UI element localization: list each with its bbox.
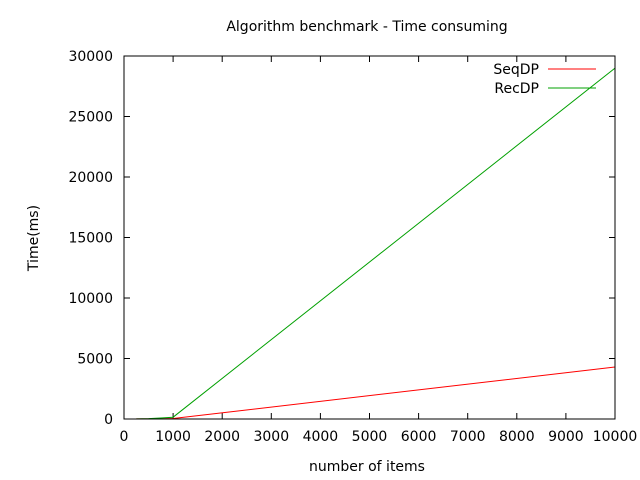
y-tick-label: 5000 (77, 352, 113, 368)
x-tick-label: 10000 (593, 429, 638, 445)
x-tick-label: 8000 (499, 429, 535, 445)
y-tick-label: 20000 (68, 170, 113, 186)
series-line-recdp (136, 67, 616, 420)
legend-label: SeqDP (493, 62, 539, 78)
x-axis: 0 1000 2000 3000 4000 5000 6000 7000 8000 9000 100… (120, 56, 638, 445)
x-tick-label: 1000 (155, 429, 191, 445)
plot-frame (123, 55, 616, 420)
y-tick-label: 25000 (68, 110, 113, 126)
x-tick-label: 4000 (303, 429, 339, 445)
y-tick-label: 10000 (68, 291, 113, 307)
y-tick-label: 15000 (68, 231, 113, 247)
legend-label: RecDP (494, 81, 539, 97)
y-axis: 0 5000 10000 15000 20000 25000 30000 (68, 49, 615, 428)
x-tick-label: 0 (120, 429, 129, 445)
x-tick-label: 9000 (548, 429, 584, 445)
x-tick-label: 7000 (450, 429, 486, 445)
x-tick-label: 3000 (253, 429, 289, 445)
series-line-seqdp (136, 366, 616, 420)
legend: SeqDP RecDP (493, 62, 596, 97)
x-axis-label: number of items (309, 459, 425, 475)
chart-title: Algorithm benchmark - Time consuming (226, 19, 507, 35)
x-tick-label: 2000 (204, 429, 240, 445)
y-tick-label: 0 (104, 412, 113, 428)
plot-area (136, 67, 616, 420)
y-axis-label: Time(ms) (26, 205, 42, 272)
y-tick-label: 30000 (68, 49, 113, 65)
x-tick-label: 6000 (401, 429, 437, 445)
x-tick-label: 5000 (352, 429, 388, 445)
